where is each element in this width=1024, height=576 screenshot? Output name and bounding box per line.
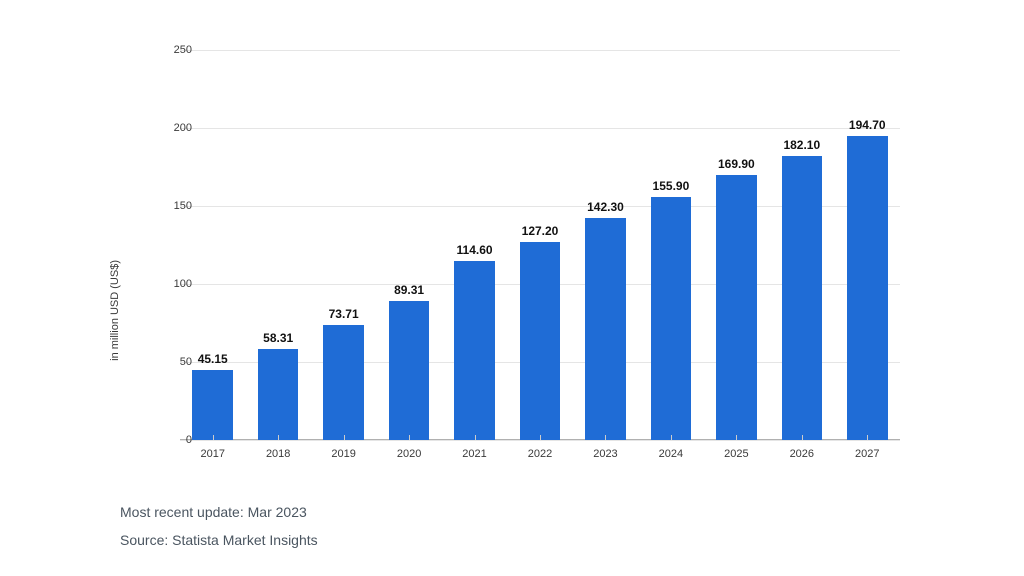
- y-tick-label: 100: [152, 278, 192, 290]
- x-tick-label: 2022: [507, 440, 572, 470]
- bar-slot: 73.71: [311, 50, 376, 440]
- bar: [585, 218, 626, 440]
- y-tick-label: 200: [152, 122, 192, 134]
- y-tick-label: 50: [152, 356, 192, 368]
- bar-value-label: 194.70: [849, 118, 886, 132]
- bar-value-label: 155.90: [653, 179, 690, 193]
- bar: [389, 301, 430, 440]
- bar-value-label: 89.31: [394, 283, 424, 297]
- bar: [454, 261, 495, 440]
- bar-slot: 169.90: [704, 50, 769, 440]
- bar-value-label: 127.20: [522, 224, 559, 238]
- bar: [847, 136, 888, 440]
- bar-slot: 45.15: [180, 50, 245, 440]
- bar-slot: 114.60: [442, 50, 507, 440]
- bar-slot: 194.70: [835, 50, 900, 440]
- x-tick-label: 2020: [376, 440, 441, 470]
- chart-footnotes: Most recent update: Mar 2023 Source: Sta…: [120, 498, 318, 554]
- y-tick-label: 250: [152, 44, 192, 56]
- x-tick-label: 2027: [835, 440, 900, 470]
- y-tick-label: 150: [152, 200, 192, 212]
- bar-slot: 182.10: [769, 50, 834, 440]
- bars-container: 45.15 58.31 73.71 89.31 114.60 127.20 142.30 15…: [180, 50, 900, 440]
- bar-slot: 89.31: [376, 50, 441, 440]
- bar-value-label: 142.30: [587, 200, 624, 214]
- bar-value-label: 169.90: [718, 157, 755, 171]
- bar-value-label: 45.15: [198, 352, 228, 366]
- y-axis-title: in million USD (US$): [109, 260, 121, 361]
- bar-slot: 58.31: [245, 50, 310, 440]
- bar: [323, 325, 364, 440]
- bar-slot: 127.20: [507, 50, 572, 440]
- y-tick-label: 0: [152, 434, 192, 446]
- bar-value-label: 58.31: [263, 331, 293, 345]
- bar: [520, 242, 561, 440]
- bar-slot: 142.30: [573, 50, 638, 440]
- bar: [782, 156, 823, 440]
- x-axis: 2017201820192020202120222023202420252026…: [180, 440, 900, 470]
- bar: [258, 349, 299, 440]
- bar-value-label: 114.60: [457, 243, 493, 257]
- footnote-source: Source: Statista Market Insights: [120, 526, 318, 554]
- footnote-update: Most recent update: Mar 2023: [120, 498, 318, 526]
- x-tick-label: 2025: [704, 440, 769, 470]
- bar: [192, 370, 233, 440]
- x-tick-label: 2021: [442, 440, 507, 470]
- x-tick-label: 2024: [638, 440, 703, 470]
- x-tick-label: 2023: [573, 440, 638, 470]
- bar: [716, 175, 757, 440]
- bar-value-label: 182.10: [783, 138, 820, 152]
- bar-value-label: 73.71: [329, 307, 359, 321]
- x-tick-label: 2018: [245, 440, 310, 470]
- x-tick-label: 2019: [311, 440, 376, 470]
- plot-area: 45.15 58.31 73.71 89.31 114.60 127.20 142.30 15…: [180, 50, 900, 440]
- revenue-bar-chart: 45.15 58.31 73.71 89.31 114.60 127.20 142.30 15…: [120, 40, 920, 480]
- x-tick-label: 2026: [769, 440, 834, 470]
- bar: [651, 197, 692, 440]
- bar-slot: 155.90: [638, 50, 703, 440]
